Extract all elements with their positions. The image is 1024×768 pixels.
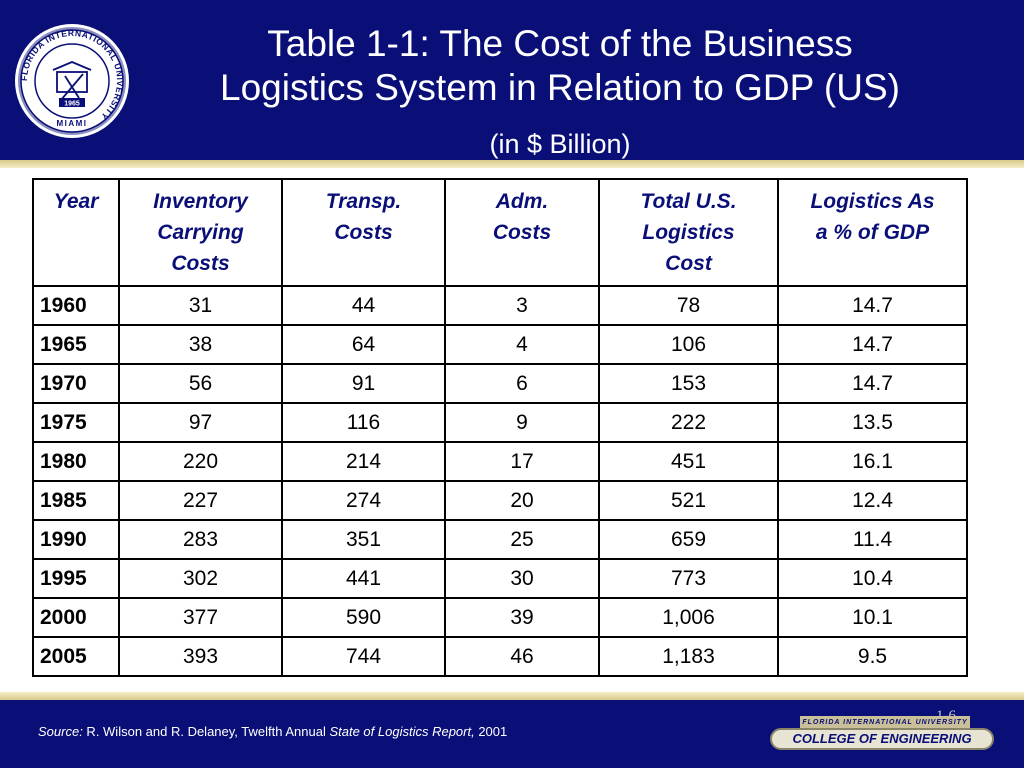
cell-inventory: 227: [118, 480, 283, 521]
cell-pct-gdp: 16.1: [777, 441, 968, 482]
cell-transp: 116: [281, 402, 446, 443]
table-row: 1985 227 274 20 521 12.4: [32, 480, 968, 521]
table-row: 1965 38 64 4 106 14.7: [32, 324, 968, 365]
cell-transp: 590: [281, 597, 446, 638]
cell-total: 106: [598, 324, 779, 365]
cell-inventory: 97: [118, 402, 283, 443]
cell-total: 222: [598, 402, 779, 443]
slide-title-line2: Logistics System in Relation to GDP (US): [220, 67, 900, 108]
header-band: [0, 0, 1024, 160]
cell-adm: 25: [444, 519, 600, 560]
cell-total: 1,183: [598, 636, 779, 677]
table-row: 1970 56 91 6 153 14.7: [32, 363, 968, 404]
cell-adm: 20: [444, 480, 600, 521]
source-citation: Source: R. Wilson and R. Delaney, Twelft…: [38, 724, 507, 739]
cell-year: 1980: [32, 441, 120, 482]
cell-year: 2005: [32, 636, 120, 677]
cell-inventory: 283: [118, 519, 283, 560]
source-year: 2001: [474, 724, 508, 739]
cell-adm: 39: [444, 597, 600, 638]
slide-subtitle: (in $ Billion): [489, 129, 631, 159]
slide-title: Table 1-1: The Cost of the Business Logi…: [140, 22, 980, 110]
header-transp-costs: Transp. Costs: [281, 178, 446, 287]
cell-adm: 46: [444, 636, 600, 677]
table-row: 1980 220 214 17 451 16.1: [32, 441, 968, 482]
seal-bottom-text: MIAMI: [56, 119, 87, 128]
footer-gold-stripe: [0, 692, 1024, 700]
table-row: 2005 393 744 46 1,183 9.5: [32, 636, 968, 677]
college-of-engineering-logo: FLORIDA INTERNATIONAL UNIVERSITY COLLEGE…: [770, 716, 998, 752]
cell-adm: 6: [444, 363, 600, 404]
source-label: Source:: [38, 724, 83, 739]
cell-pct-gdp: 14.7: [777, 285, 968, 326]
cell-transp: 274: [281, 480, 446, 521]
cell-adm: 3: [444, 285, 600, 326]
cell-total: 773: [598, 558, 779, 599]
cell-transp: 214: [281, 441, 446, 482]
cell-year: 2000: [32, 597, 120, 638]
cell-inventory: 220: [118, 441, 283, 482]
source-report-title: State of Logistics Report,: [329, 724, 475, 739]
cell-adm: 9: [444, 402, 600, 443]
cell-year: 1975: [32, 402, 120, 443]
badge-university-name: FLORIDA INTERNATIONAL UNIVERSITY: [800, 716, 970, 729]
cell-total: 153: [598, 363, 779, 404]
cell-year: 1990: [32, 519, 120, 560]
cell-total: 1,006: [598, 597, 779, 638]
cell-transp: 64: [281, 324, 446, 365]
badge-college-name: COLLEGE OF ENGINEERING: [770, 728, 994, 750]
cell-pct-gdp: 11.4: [777, 519, 968, 560]
cell-year: 1960: [32, 285, 120, 326]
cell-inventory: 56: [118, 363, 283, 404]
cell-adm: 4: [444, 324, 600, 365]
logistics-cost-table: Year Inventory Carrying Costs Transp. Co…: [32, 178, 968, 677]
cell-year: 1970: [32, 363, 120, 404]
cell-pct-gdp: 14.7: [777, 363, 968, 404]
cell-inventory: 38: [118, 324, 283, 365]
cell-inventory: 377: [118, 597, 283, 638]
cell-pct-gdp: 13.5: [777, 402, 968, 443]
table-row: 1995 302 441 30 773 10.4: [32, 558, 968, 599]
header-adm-costs: Adm. Costs: [444, 178, 600, 287]
cell-pct-gdp: 10.1: [777, 597, 968, 638]
cell-adm: 30: [444, 558, 600, 599]
header-gold-stripe: [0, 160, 1024, 168]
cell-adm: 17: [444, 441, 600, 482]
table-row: 1990 283 351 25 659 11.4: [32, 519, 968, 560]
cell-year: 1995: [32, 558, 120, 599]
cell-total: 78: [598, 285, 779, 326]
cell-pct-gdp: 12.4: [777, 480, 968, 521]
cell-transp: 91: [281, 363, 446, 404]
cell-transp: 744: [281, 636, 446, 677]
cell-inventory: 31: [118, 285, 283, 326]
header-inventory-carrying-costs: Inventory Carrying Costs: [118, 178, 283, 287]
cell-inventory: 302: [118, 558, 283, 599]
cell-total: 521: [598, 480, 779, 521]
university-seal-icon: FLORIDA INTERNATIONAL UNIVERSITY 1965 MI…: [15, 24, 129, 138]
cell-year: 1965: [32, 324, 120, 365]
cell-pct-gdp: 9.5: [777, 636, 968, 677]
cell-total: 659: [598, 519, 779, 560]
table-header-row: Year Inventory Carrying Costs Transp. Co…: [32, 178, 968, 287]
table-row: 1975 97 116 9 222 13.5: [32, 402, 968, 443]
header-total-logistics-cost: Total U.S. Logistics Cost: [598, 178, 779, 287]
header-logistics-pct-gdp: Logistics As a % of GDP: [777, 178, 968, 287]
cell-transp: 441: [281, 558, 446, 599]
cell-pct-gdp: 14.7: [777, 324, 968, 365]
cell-total: 451: [598, 441, 779, 482]
slide-title-line1: Table 1-1: The Cost of the Business: [267, 23, 853, 64]
cell-inventory: 393: [118, 636, 283, 677]
table-row: 2000 377 590 39 1,006 10.1: [32, 597, 968, 638]
source-authors: R. Wilson and R. Delaney, Twelfth Annual: [82, 724, 330, 739]
seal-year: 1965: [64, 101, 80, 108]
cell-transp: 44: [281, 285, 446, 326]
cell-transp: 351: [281, 519, 446, 560]
cell-pct-gdp: 10.4: [777, 558, 968, 599]
table-row: 1960 31 44 3 78 14.7: [32, 285, 968, 326]
cell-year: 1985: [32, 480, 120, 521]
header-year: Year: [32, 178, 120, 287]
